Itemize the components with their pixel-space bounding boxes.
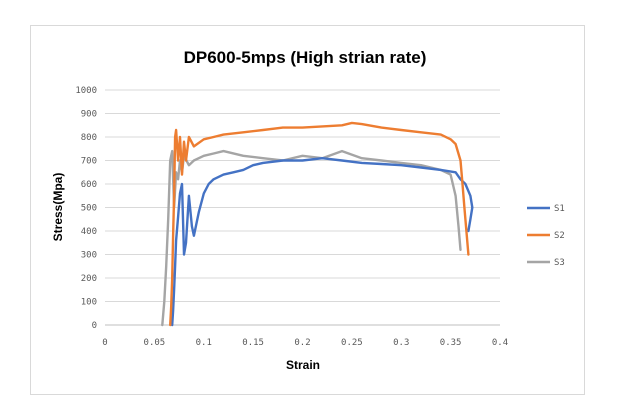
- legend-label-s3: S3: [554, 258, 565, 268]
- y-axis-title: Stress(Mpa): [51, 173, 65, 242]
- y-tick-label: 700: [81, 157, 97, 167]
- y-tick-label: 200: [81, 274, 97, 284]
- series-line-s1: [170, 156, 474, 327]
- legend: S1 S2 S3: [527, 204, 565, 268]
- series-line-s2: [168, 121, 470, 327]
- x-tick-label: 0.2: [294, 338, 310, 348]
- chart-frame: [30, 25, 585, 395]
- x-axis-ticks: 0 0.05 0.1 0.15 0.2 0.25 0.3 0.35 0.4: [102, 338, 508, 348]
- y-tick-label: 400: [81, 227, 97, 237]
- series-group: [161, 121, 474, 327]
- y-tick-label: 800: [81, 133, 97, 143]
- x-tick-label: 0.05: [144, 338, 166, 348]
- y-tick-label: 600: [81, 180, 97, 190]
- series-line-s3: [161, 149, 462, 327]
- x-tick-label: 0.3: [393, 338, 409, 348]
- y-axis-ticks: 0 100 200 300 400 500 600 700 800 900 1000: [75, 86, 97, 331]
- chart-title: DP600-5mps (High strian rate): [184, 48, 427, 67]
- y-tick-label: 300: [81, 251, 97, 261]
- x-tick-label: 0.1: [196, 338, 212, 348]
- legend-label-s1: S1: [554, 204, 565, 214]
- x-tick-label: 0: [102, 338, 107, 348]
- x-tick-label: 0.35: [440, 338, 462, 348]
- y-tick-label: 1000: [75, 86, 97, 96]
- x-axis-title: Strain: [286, 358, 320, 372]
- y-tick-label: 900: [81, 110, 97, 120]
- legend-label-s2: S2: [554, 231, 565, 241]
- y-tick-label: 0: [92, 321, 97, 331]
- y-tick-label: 500: [81, 204, 97, 214]
- y-tick-label: 100: [81, 298, 97, 308]
- x-tick-label: 0.25: [341, 338, 363, 348]
- x-tick-label: 0.4: [492, 338, 508, 348]
- x-tick-label: 0.15: [242, 338, 264, 348]
